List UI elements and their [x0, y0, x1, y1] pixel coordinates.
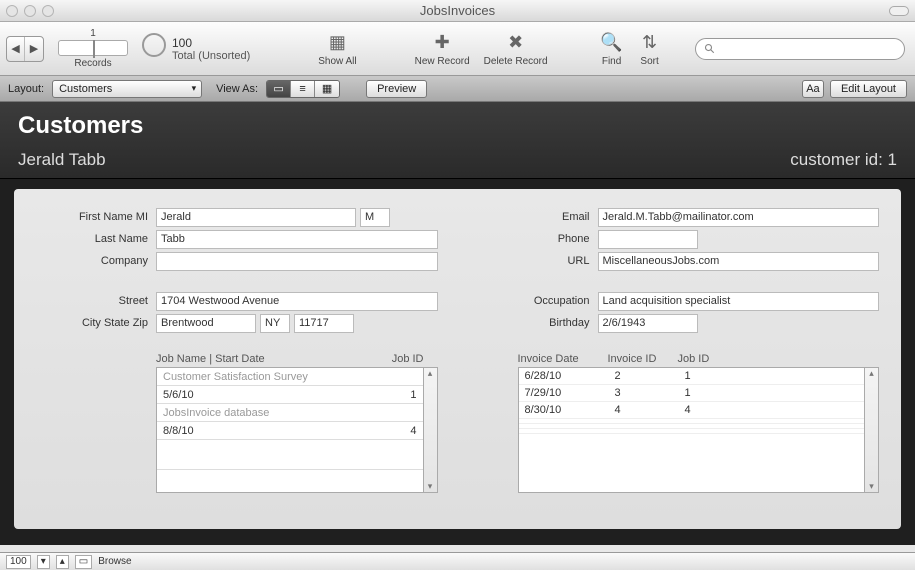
url-field[interactable]: MiscellaneousJobs.com — [598, 252, 880, 271]
label-last-name: Last Name — [36, 233, 156, 245]
records-label: Records — [74, 58, 111, 69]
record-total: 100 — [172, 36, 250, 50]
view-table-button[interactable]: ▦ — [315, 81, 339, 97]
layout-select[interactable]: Customers — [52, 80, 202, 98]
zoom-button[interactable] — [42, 5, 54, 17]
city-field[interactable]: Brentwood — [156, 314, 256, 333]
jobs-portal[interactable]: Customer Satisfaction Survey5/6/101JobsI… — [156, 367, 424, 493]
invoice-row[interactable]: 7/29/1031 — [519, 385, 865, 402]
job-date-row[interactable]: 8/8/104 — [157, 422, 423, 440]
invoice-id-header: Invoice ID — [608, 353, 678, 365]
preview-button[interactable]: Preview — [366, 80, 427, 98]
scroll-up-icon[interactable]: ▴ — [865, 368, 878, 379]
zoom-out-icon[interactable]: ▾ — [37, 555, 50, 569]
mi-field[interactable]: M — [360, 208, 390, 227]
label-csz: City State Zip — [36, 317, 156, 329]
scroll-down-icon[interactable]: ▾ — [865, 481, 878, 492]
last-name-field[interactable]: Tabb — [156, 230, 438, 249]
invoice-jobid-header: Job ID — [678, 353, 738, 365]
invoices-scrollbar[interactable]: ▴ ▾ — [865, 367, 879, 493]
first-name-field[interactable]: Jerald — [156, 208, 356, 227]
birthday-field[interactable]: 2/6/1943 — [598, 314, 698, 333]
phone-field[interactable] — [598, 230, 698, 249]
find-icon[interactable]: 🔍 — [600, 30, 624, 54]
pie-icon — [142, 33, 166, 57]
next-record-button[interactable]: ▶ — [25, 37, 43, 61]
zoom-level[interactable]: 100 — [6, 555, 31, 569]
edit-layout-button[interactable]: Edit Layout — [830, 80, 907, 98]
search-icon — [704, 43, 716, 55]
new-record-label: New Record — [415, 56, 470, 67]
sort-label: Sort — [640, 56, 658, 67]
delete-record-icon[interactable]: ✖ — [504, 30, 528, 54]
new-record-icon[interactable]: ✚ — [430, 30, 454, 54]
job-name-row[interactable]: Customer Satisfaction Survey — [157, 368, 423, 386]
jobs-scrollbar[interactable]: ▴ ▾ — [424, 367, 438, 493]
show-all-icon[interactable]: ▦ — [325, 30, 349, 54]
form-panel: First Name MI Jerald M Last Name Tabb Co… — [14, 189, 901, 529]
invoices-portal[interactable]: 6/28/10217/29/10318/30/1044 — [518, 367, 866, 493]
window-titlebar: JobsInvoices — [0, 0, 915, 22]
right-column: Email Jerald.M.Tabb@mailinator.com Phone… — [478, 207, 880, 493]
find-label: Find — [602, 56, 621, 67]
label-email: Email — [478, 211, 598, 223]
body-wrap: First Name MI Jerald M Last Name Tabb Co… — [0, 179, 915, 545]
layout-label: Layout: — [8, 83, 44, 95]
current-record-number: 1 — [59, 28, 127, 39]
occupation-field[interactable]: Land acquisition specialist — [598, 292, 880, 311]
scroll-up-icon[interactable]: ▴ — [424, 368, 437, 379]
label-birthday: Birthday — [478, 317, 598, 329]
email-field[interactable]: Jerald.M.Tabb@mailinator.com — [598, 208, 880, 227]
record-slider[interactable]: 1 — [58, 40, 128, 56]
jobs-header: Job Name | Start Date — [156, 353, 392, 365]
zoom-in-icon[interactable]: ▴ — [56, 555, 69, 569]
invoice-row[interactable]: 8/30/1044 — [519, 402, 865, 419]
view-list-button[interactable]: ≡ — [291, 81, 315, 97]
status-bar: 100 ▾ ▴ ▭ Browse — [0, 552, 915, 570]
view-as-label: View As: — [216, 83, 258, 95]
record-status: Total (Unsorted) — [172, 50, 250, 62]
sort-icon[interactable]: ⇅ — [638, 30, 662, 54]
record-nav[interactable]: ◀ ▶ — [6, 36, 44, 62]
street-field[interactable]: 1704 Westwood Avenue — [156, 292, 438, 311]
formatting-button[interactable]: Aa — [802, 80, 824, 98]
minimize-button[interactable] — [24, 5, 36, 17]
prev-record-button[interactable]: ◀ — [7, 37, 25, 61]
customer-id: customer id: 1 — [790, 150, 897, 170]
scroll-down-icon[interactable]: ▾ — [424, 481, 437, 492]
label-phone: Phone — [478, 233, 598, 245]
job-id-header: Job ID — [392, 353, 424, 365]
customer-name: Jerald Tabb — [18, 150, 106, 170]
close-button[interactable] — [6, 5, 18, 17]
label-street: Street — [36, 295, 156, 307]
mode-label: Browse — [98, 556, 131, 567]
invoice-row[interactable]: 6/28/1021 — [519, 368, 865, 385]
label-company: Company — [36, 255, 156, 267]
delete-record-label: Delete Record — [484, 56, 548, 67]
layout-bar: Layout: Customers View As: ▭ ≡ ▦ Preview… — [0, 76, 915, 102]
toolbar: ◀ ▶ 1 Records 100 Total (Unsorted) ▦ Sho… — [0, 22, 915, 76]
layout-header: Customers Jerald Tabb customer id: 1 — [0, 102, 915, 179]
label-url: URL — [478, 255, 598, 267]
proxy-icon[interactable] — [889, 6, 909, 16]
view-as-segment[interactable]: ▭ ≡ ▦ — [266, 80, 340, 98]
label-occupation: Occupation — [478, 295, 598, 307]
lock-icon[interactable]: ▭ — [75, 555, 92, 569]
search-input[interactable] — [695, 38, 905, 60]
page-title: Customers — [18, 112, 897, 140]
window-title: JobsInvoices — [420, 3, 495, 18]
view-form-button[interactable]: ▭ — [267, 81, 291, 97]
job-date-row[interactable]: 5/6/101 — [157, 386, 423, 404]
show-all-label: Show All — [318, 56, 356, 67]
job-name-row[interactable]: JobsInvoice database — [157, 404, 423, 422]
invoice-date-header: Invoice Date — [518, 353, 608, 365]
label-first-name: First Name MI — [36, 211, 156, 223]
company-field[interactable] — [156, 252, 438, 271]
zip-field[interactable]: 11717 — [294, 314, 354, 333]
state-field[interactable]: NY — [260, 314, 290, 333]
left-column: First Name MI Jerald M Last Name Tabb Co… — [36, 207, 438, 493]
